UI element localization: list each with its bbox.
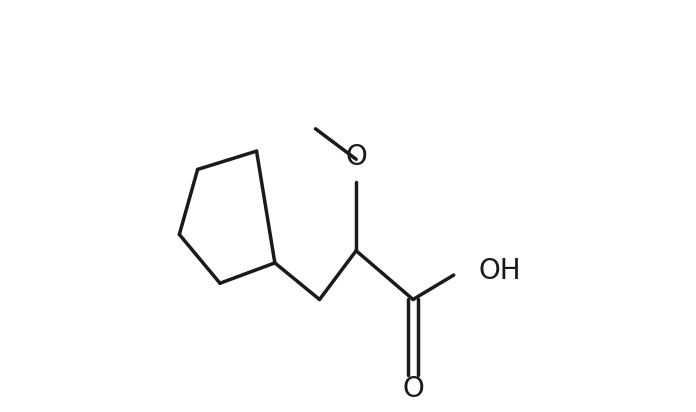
Text: O: O [345,143,367,171]
Text: OH: OH [478,257,521,285]
Text: O: O [402,375,424,403]
